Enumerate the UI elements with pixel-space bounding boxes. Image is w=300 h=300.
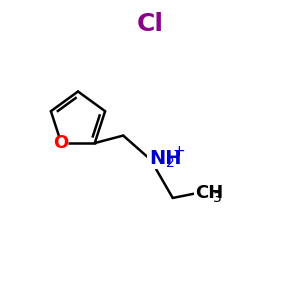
Text: CH: CH bbox=[195, 184, 224, 202]
Text: +: + bbox=[172, 144, 185, 159]
Text: O: O bbox=[54, 134, 69, 152]
Text: 2: 2 bbox=[166, 156, 175, 170]
FancyBboxPatch shape bbox=[147, 150, 182, 170]
Text: 3: 3 bbox=[213, 191, 221, 205]
Circle shape bbox=[55, 136, 68, 150]
FancyBboxPatch shape bbox=[194, 188, 225, 202]
Text: NH: NH bbox=[149, 148, 181, 168]
Text: Cl: Cl bbox=[136, 12, 164, 36]
